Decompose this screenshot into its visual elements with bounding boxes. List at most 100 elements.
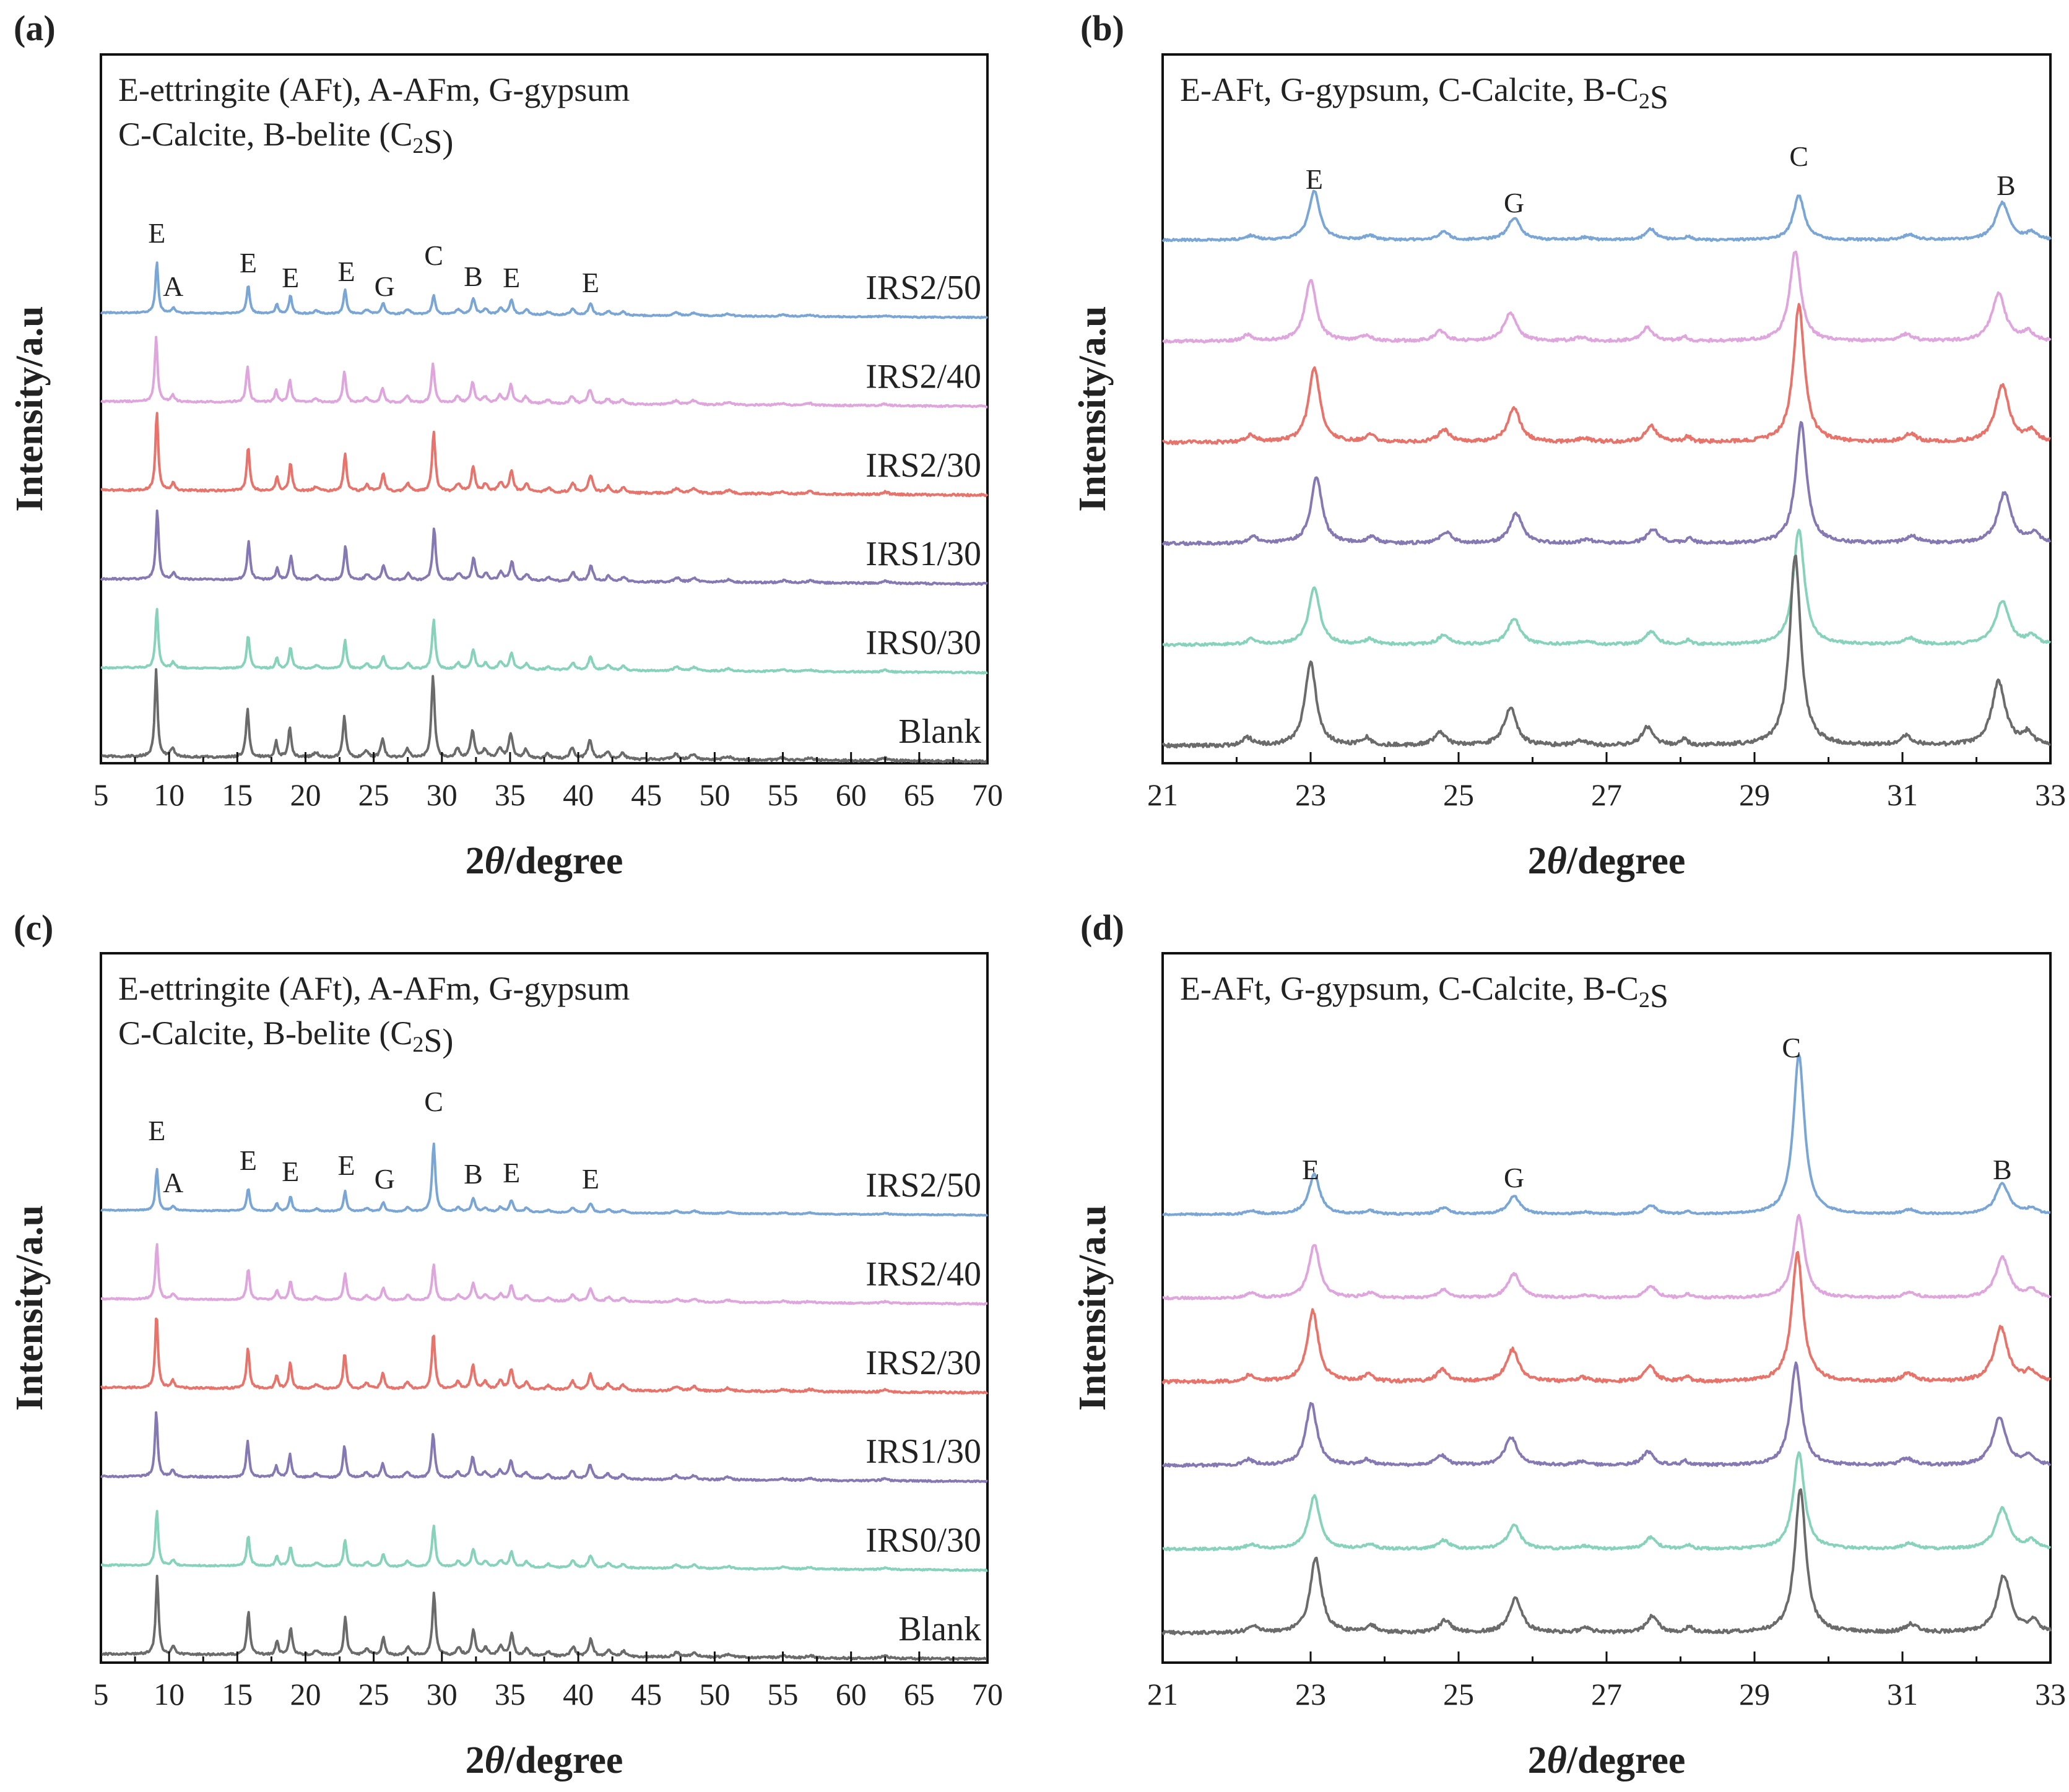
x-tick-label: 55: [768, 777, 799, 812]
x-tick-label: 25: [1443, 1677, 1474, 1712]
series-line: [1161, 189, 2052, 243]
peak-annotation: E: [503, 1157, 520, 1188]
x-tick-label: 65: [904, 1677, 935, 1712]
legend-line: C-Calcite, B-belite (C2S): [118, 1015, 453, 1059]
panel-a: (a) E-ettringite (AFt), A-AFm, G-gypsum C-…: [9, 8, 1003, 882]
series-line: [1162, 250, 2052, 344]
peak-annotation: E: [1306, 163, 1323, 195]
series-line: [1161, 421, 2052, 547]
x-tick-label: 31: [1887, 1677, 1918, 1712]
series-label: IRS1/30: [865, 1432, 981, 1471]
peak-annotation: E: [240, 247, 257, 279]
peak-annotation: C: [424, 1086, 443, 1117]
x-tick-label: 70: [972, 777, 1003, 812]
peak-annotation: B: [464, 1158, 483, 1190]
x-tick-label: 50: [699, 1677, 730, 1712]
series-label: IRS0/30: [865, 1521, 981, 1560]
x-tick-label: 45: [631, 777, 662, 812]
series-label: IRS2/30: [865, 1344, 981, 1382]
peak-annotation: E: [503, 262, 520, 293]
x-tick-label: 31: [1887, 777, 1918, 812]
y-axis-title: Intensity/a.u: [1072, 306, 1114, 511]
panel-b: (b) E-AFt, G-gypsum, C-Calcite, B-C2S E G C B…: [1072, 8, 2066, 882]
legend-line: E-ettringite (AFt), A-AFm, G-gypsum: [118, 71, 630, 108]
x-tick-label: 29: [1739, 777, 1770, 812]
x-tick-label: 35: [495, 777, 526, 812]
peak-annotation: E: [240, 1145, 257, 1176]
series-line: [100, 509, 988, 586]
panel-label: (d): [1080, 907, 1124, 948]
series-line: [1162, 1214, 2052, 1301]
x-tick-label: 25: [1443, 777, 1474, 812]
series-line: [1161, 1488, 2052, 1636]
series-line: [1162, 1054, 2051, 1216]
panel-d: (d) E-AFt, G-gypsum, C-Calcite, B-C2S E G C B…: [1072, 907, 2066, 1781]
series-line: [1162, 529, 2052, 647]
panel-label: (b): [1080, 8, 1124, 48]
x-tick-label: 27: [1591, 777, 1622, 812]
peak-annotation: B: [464, 261, 483, 292]
legend-line: E-AFt, G-gypsum, C-Calcite, B-C2S: [1180, 970, 1668, 1015]
y-axis-title: Intensity/a.u: [9, 1205, 51, 1411]
series-line: [1161, 1361, 2052, 1468]
series-label: IRS2/40: [865, 1255, 981, 1293]
x-tick-label: 60: [836, 777, 867, 812]
series-line: [1161, 303, 2051, 446]
peak-annotation: G: [1504, 1162, 1524, 1193]
plot-frame: [1161, 952, 2052, 1664]
peak-annotation: B: [1993, 1154, 2012, 1185]
x-tick-label: 33: [2035, 1677, 2066, 1712]
series-label: Blank: [898, 712, 981, 751]
x-tick-label: 40: [563, 777, 594, 812]
series-label: IRS2/30: [865, 446, 981, 485]
series-line: [1161, 555, 2051, 749]
peak-annotation: E: [1302, 1154, 1319, 1185]
peak-annotation: E: [337, 1149, 355, 1181]
x-tick-label: 30: [427, 777, 458, 812]
series-label: IRS2/40: [865, 357, 981, 396]
peak-annotation: C: [1789, 141, 1808, 172]
x-axis-title: 2θ/degree: [466, 1739, 623, 1781]
x-tick-label: 15: [222, 777, 253, 812]
series-line: [100, 1142, 988, 1217]
peak-annotation: E: [282, 262, 299, 293]
series-line: [100, 412, 989, 498]
series-label: Blank: [898, 1610, 981, 1648]
peak-annotation: E: [582, 267, 599, 298]
series-line: [100, 1243, 988, 1306]
peak-annotation: C: [424, 240, 443, 271]
peak-annotation: E: [582, 1163, 599, 1195]
series-line: [100, 1510, 988, 1572]
panel-label: (a): [14, 8, 56, 48]
x-tick-label: 10: [154, 1677, 184, 1712]
x-tick-label: 50: [699, 777, 730, 812]
peak-annotation: E: [282, 1156, 299, 1187]
series-label: IRS2/50: [865, 269, 981, 307]
x-tick-label: 45: [631, 1677, 662, 1712]
series-line: [100, 1317, 989, 1395]
x-tick-label: 35: [495, 1677, 526, 1712]
x-tick-label: 20: [290, 777, 321, 812]
peak-annotation: G: [1504, 187, 1524, 219]
x-tick-label: 23: [1295, 777, 1326, 812]
x-tick-label: 30: [427, 1677, 458, 1712]
series-line: [100, 668, 989, 764]
series-line: [100, 261, 988, 319]
legend-line: C-Calcite, B-belite (C2S): [118, 116, 453, 160]
series-line: [100, 335, 988, 409]
series-label: IRS0/30: [865, 624, 981, 662]
panel-label: (c): [14, 907, 53, 948]
peak-annotation: A: [163, 1167, 183, 1198]
x-tick-label: 21: [1147, 1677, 1178, 1712]
series-label: IRS2/50: [865, 1166, 981, 1205]
x-tick-label: 55: [768, 1677, 799, 1712]
peak-annotation: C: [1782, 1032, 1801, 1063]
series-line: [100, 1411, 988, 1483]
y-axis-title: Intensity/a.u: [9, 306, 51, 511]
x-tick-label: 40: [563, 1677, 594, 1712]
x-tick-label: 23: [1295, 1677, 1326, 1712]
x-tick-label: 25: [358, 1677, 389, 1712]
peak-annotation: A: [163, 271, 183, 302]
x-tick-label: 70: [972, 1677, 1003, 1712]
